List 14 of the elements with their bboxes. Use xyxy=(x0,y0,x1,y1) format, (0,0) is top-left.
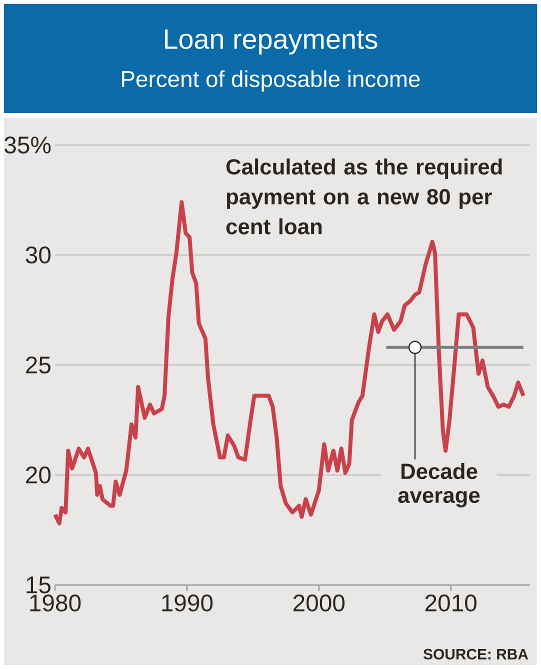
x-tick-label: 2010 xyxy=(425,594,476,612)
chart-title: Loan repayments xyxy=(165,30,378,54)
x-tick-label: 2000 xyxy=(294,594,345,612)
y-tick-label: 25 xyxy=(26,356,50,374)
y-tick-label: 35% xyxy=(4,136,51,154)
chart-subtitle: Percent of disposable income xyxy=(122,70,420,92)
y-tick-label: 30 xyxy=(26,246,51,264)
source-note: SOURCE: RBA xyxy=(423,648,528,660)
x-tick-label: 1980 xyxy=(30,594,81,612)
annotation: Calculated as the required payment on a new 80 per cent loan xyxy=(226,158,502,234)
x-tick-label: 1990 xyxy=(162,594,213,612)
y-tick-label: 20 xyxy=(26,466,51,484)
text: Decade average xyxy=(398,462,480,508)
y-tick-label: 15 xyxy=(26,576,50,594)
